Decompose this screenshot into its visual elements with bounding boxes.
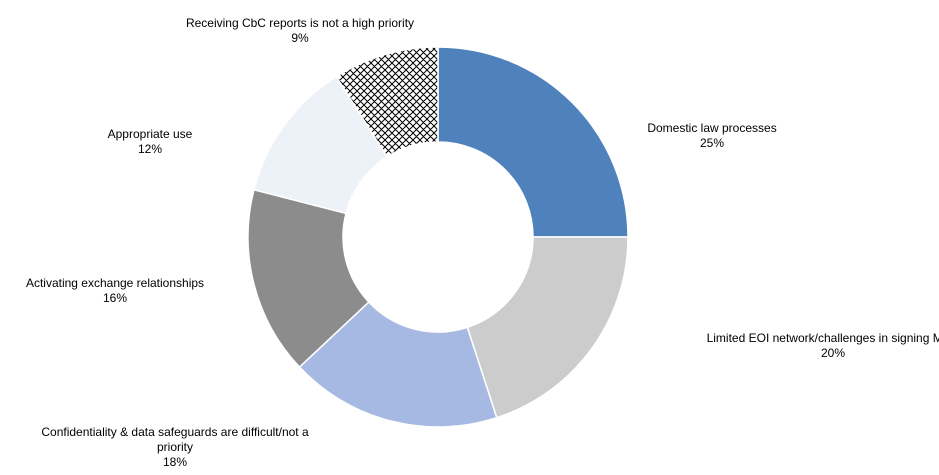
slice-label-limited-eoi-network-challenges-in-signing-mac: Limited EOI network/challenges in signin… [707, 331, 939, 360]
slice-label-appropriate-use: Appropriate use 12% [108, 127, 193, 156]
donut-hole [343, 142, 533, 332]
slice-label-confidentiality-data-safeguards-are-difficult-not-a-priority: Confidentiality & data safeguards are di… [41, 425, 309, 469]
slice-label-receiving-cbc-reports-is-not-a-high-priority: Receiving CbC reports is not a high prio… [186, 16, 414, 45]
slice-labels: Domestic law processes 25% Limited EOI net… [26, 16, 939, 469]
slice-label-domestic-law-processes: Domestic law processes 25% [647, 121, 776, 150]
donut-slices [247, 46, 629, 428]
slice-label-activating-exchange-relationships: Activating exchange relationships 16% [26, 276, 204, 305]
